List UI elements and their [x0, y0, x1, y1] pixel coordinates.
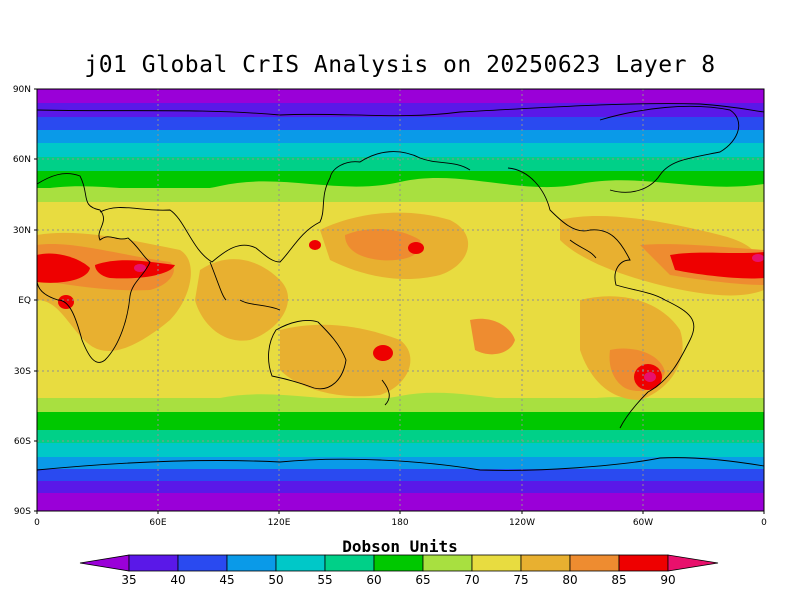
lon-tick-label: 60E [149, 518, 166, 528]
colorbar-label: 40 [170, 573, 185, 587]
colorbar-high-arrow [667, 554, 719, 572]
colorbar-label: 70 [464, 573, 479, 587]
colorbar-swatch [422, 554, 473, 572]
map-title: j01 Global CrIS Analysis on 20250623 Lay… [84, 52, 716, 78]
lat-tick-label: 90S [14, 507, 31, 517]
colorbar-label: 90 [660, 573, 675, 587]
colorbar: 35 40 45 50 55 60 65 70 75 80 85 90 [79, 554, 719, 587]
colorbar-swatch [275, 554, 326, 572]
colorbar-swatch [128, 554, 179, 572]
lon-tick-label: 60W [633, 518, 653, 528]
lat-tick-label: EQ [18, 296, 31, 306]
colorbar-label: 45 [219, 573, 234, 587]
colorbar-swatch [569, 554, 620, 572]
colorbar-label: 50 [268, 573, 283, 587]
coastlines [37, 103, 764, 471]
colorbar-swatch [373, 554, 424, 572]
colorbar-swatch [618, 554, 669, 572]
colorbar-label: 75 [513, 573, 528, 587]
lat-tick-label: 60N [13, 155, 31, 165]
colorbar-swatch [324, 554, 375, 572]
colorbar-swatch [226, 554, 277, 572]
colorbar-label: 85 [611, 573, 626, 587]
lon-tick-label: 120W [509, 518, 535, 528]
colorbar-label: 55 [317, 573, 332, 587]
lat-axis: 90N 60N 30N EQ 30S 60S 90S [13, 85, 37, 517]
lon-tick-label: 0 [761, 518, 767, 528]
colorbar-label: 80 [562, 573, 577, 587]
colorbar-title: Dobson Units [342, 537, 458, 556]
colorbar-label: 35 [121, 573, 136, 587]
colorbar-low-arrow [79, 554, 130, 572]
graticule [37, 89, 764, 511]
lon-tick-label: 180 [391, 518, 408, 528]
lat-tick-label: 60S [14, 437, 31, 447]
colorbar-label: 65 [415, 573, 430, 587]
lon-tick-label: 0 [34, 518, 40, 528]
colorbar-swatch [177, 554, 228, 572]
lat-tick-label: 30N [13, 226, 31, 236]
colorbar-label: 60 [366, 573, 381, 587]
colorbar-swatch [520, 554, 571, 572]
lat-tick-label: 90N [13, 85, 31, 95]
lon-tick-label: 120E [268, 518, 291, 528]
lat-tick-label: 30S [14, 367, 31, 377]
lon-axis: 0 60E 120E 180 120W 60W 0 [34, 511, 767, 528]
colorbar-swatch [471, 554, 522, 572]
